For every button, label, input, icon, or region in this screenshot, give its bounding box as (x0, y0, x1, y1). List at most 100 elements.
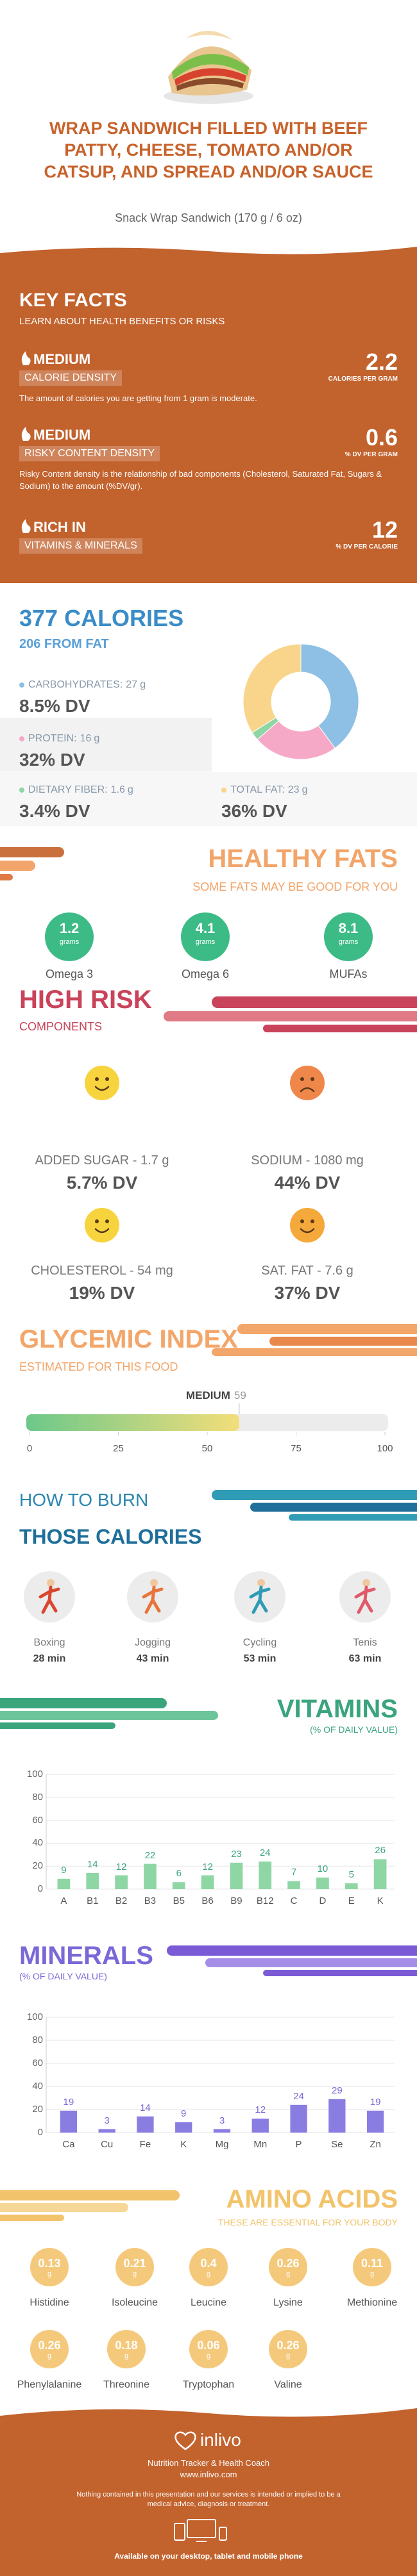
section-subtitle: COMPONENTS (19, 1020, 103, 1033)
amino-badge (189, 2248, 228, 2286)
fat-value: 1.2 (59, 920, 80, 936)
fact-level: MEDIUM (33, 351, 91, 367)
bar (251, 2118, 269, 2133)
decor-stripe (0, 1722, 115, 1729)
key-facts-background (0, 247, 417, 583)
risk-label: SAT. FAT - 7.6 g (261, 1264, 353, 1278)
fact-description: Risky Content density is the relationshi… (19, 469, 382, 491)
amino-name: Phenylalanine (17, 2379, 82, 2390)
bottom-row-background (0, 772, 417, 826)
amino-badge (269, 2248, 307, 2286)
decor-stripe (250, 1503, 417, 1512)
section-subtitle: SOME FATS MAY BE GOOD FOR YOU (192, 880, 398, 893)
section-subtitle: THESE ARE ESSENTIAL FOR YOUR BODY (217, 2217, 398, 2227)
section-title: HOW TO BURN (19, 1490, 149, 1510)
decor-stripe (0, 861, 35, 871)
patty (176, 78, 244, 91)
footer-url: www.inlivo.com (180, 2470, 237, 2479)
figure-head (150, 1579, 158, 1587)
decor-stripe (212, 1490, 417, 1500)
amino-unit: g (285, 2352, 291, 2360)
bar (366, 2110, 384, 2133)
logo-heart (174, 2431, 196, 2450)
bar (373, 1859, 387, 1889)
x-tick-label: Se (331, 2139, 343, 2150)
section-title: AMINO ACIDS (226, 2185, 398, 2213)
decor-stripe (164, 1011, 417, 1021)
activity-time: 53 min (243, 1653, 277, 1664)
amino-value: 0.26 (277, 2257, 300, 2270)
amino-value: 0.26 (38, 2339, 61, 2352)
macro-name: TOTAL FAT: (230, 784, 285, 795)
bar-value-label: 22 (144, 1849, 156, 1861)
x-tick-label: K (180, 2139, 187, 2150)
lettuce (172, 54, 249, 79)
tomato (174, 68, 246, 86)
amino-unit: g (206, 2352, 211, 2360)
y-tick-label: 60 (32, 2058, 43, 2068)
bar-value-label: 10 (317, 1863, 328, 1875)
x-tick-label: B2 (115, 1895, 128, 1906)
amino-badge (353, 2248, 391, 2286)
bread-top (186, 30, 232, 40)
fact-icon (21, 519, 31, 533)
bar (230, 1862, 243, 1889)
y-tick-label: 40 (32, 2081, 43, 2092)
macro-label: CARBOHYDRATES: 27 g (28, 679, 146, 691)
bar-value-label: 5 (348, 1869, 354, 1881)
decor-stripe (167, 1945, 417, 1956)
decor-stripe (212, 996, 417, 1008)
face-mouth (94, 1086, 110, 1091)
risk-dv: 5.7% DV (66, 1173, 138, 1193)
activity-name: Tenis (353, 1637, 377, 1648)
bar-value-label: 3 (104, 2115, 110, 2126)
fact-unit: % DV PER GRAM (345, 451, 398, 458)
fact-name: VITAMINS & MINERALS (19, 538, 142, 554)
amino-value: 0.4 (200, 2257, 217, 2270)
bar-value-label: 23 (231, 1848, 242, 1860)
bar (316, 1878, 329, 1889)
face (290, 1208, 325, 1243)
bar (328, 2099, 346, 2133)
fat-unit: grams (195, 938, 216, 946)
decor-stripe (0, 2203, 128, 2212)
fat-value: 4.1 (195, 920, 216, 936)
subtitle: Snack Wrap Sandwich (170 g / 6 oz) (115, 211, 302, 224)
decor-stripe (205, 1958, 417, 1967)
activity-name: Jogging (134, 1637, 171, 1648)
bar (172, 1882, 185, 1889)
amino-badge (107, 2330, 146, 2368)
bar-value-label: 7 (291, 1867, 297, 1878)
x-tick-label: B6 (201, 1895, 214, 1906)
gi-tick-label: 0 (26, 1443, 33, 1454)
decor-stripe (237, 1324, 417, 1334)
pie-slice (243, 643, 302, 734)
macro-dv: 36% DV (221, 801, 287, 821)
decor-stripe (0, 1711, 218, 1720)
amino-value: 0.11 (361, 2257, 384, 2270)
section-subtitle: ESTIMATED FOR THIS FOOD (19, 1360, 178, 1373)
amino-name: Threonine (103, 2379, 150, 2390)
y-tick-label: 60 (32, 1814, 43, 1826)
fact-value: 0.6 (365, 424, 398, 450)
x-tick-label: P (295, 2139, 302, 2150)
macro-label: PROTEIN: 16 g (28, 733, 99, 745)
footer-brand: inlivo (200, 2430, 241, 2450)
figure-body (142, 1585, 164, 1614)
macro-amount: 27 (126, 679, 138, 690)
bar-value-label: 29 (331, 2085, 343, 2096)
bar-value-label: 24 (293, 2090, 304, 2102)
decor-stripe (0, 2190, 180, 2200)
macro-name: CARBOHYDRATES: (28, 679, 123, 690)
x-tick-label: Zn (370, 2139, 381, 2150)
bar-value-label: 9 (61, 1864, 67, 1876)
gi-bar (26, 1414, 239, 1431)
bar-value-label: 12 (255, 2104, 266, 2116)
section-title: THOSE CALORIES (19, 1525, 202, 1548)
bar-value-label: 19 (63, 2096, 74, 2108)
amino-name: Methionine (346, 2297, 398, 2308)
footer-disclaimer: Nothing contained in this presentation a… (76, 2491, 341, 2508)
amino-unit: g (47, 2270, 52, 2278)
x-tick-label: B3 (144, 1895, 157, 1906)
amino-name: Valine (274, 2379, 302, 2390)
